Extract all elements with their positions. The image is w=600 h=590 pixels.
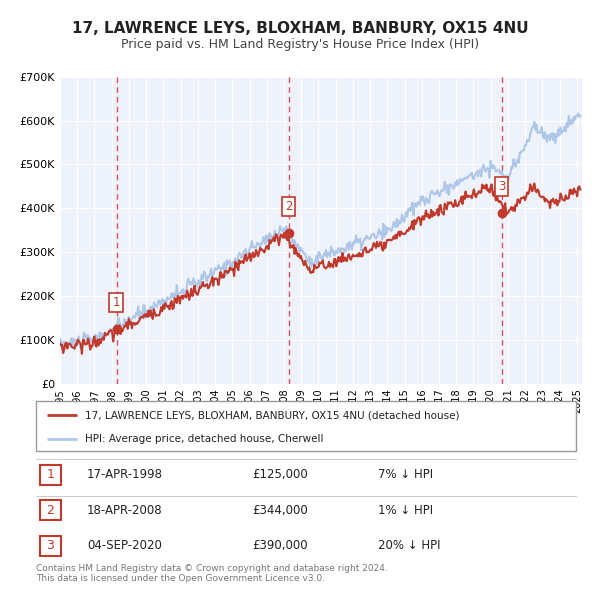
- FancyBboxPatch shape: [40, 500, 61, 520]
- Text: 1% ↓ HPI: 1% ↓ HPI: [378, 504, 433, 517]
- Text: 2: 2: [284, 200, 292, 213]
- Text: 17-APR-1998: 17-APR-1998: [87, 468, 163, 481]
- Text: 7% ↓ HPI: 7% ↓ HPI: [378, 468, 433, 481]
- Text: £390,000: £390,000: [252, 539, 308, 552]
- Text: 1: 1: [112, 296, 120, 309]
- FancyBboxPatch shape: [36, 401, 576, 451]
- Text: Contains HM Land Registry data © Crown copyright and database right 2024.
This d: Contains HM Land Registry data © Crown c…: [36, 563, 388, 583]
- Text: 20% ↓ HPI: 20% ↓ HPI: [378, 539, 440, 552]
- Text: 1: 1: [46, 468, 55, 481]
- Text: 2: 2: [46, 504, 55, 517]
- Text: Price paid vs. HM Land Registry's House Price Index (HPI): Price paid vs. HM Land Registry's House …: [121, 38, 479, 51]
- FancyBboxPatch shape: [40, 536, 61, 556]
- Text: 3: 3: [498, 180, 505, 193]
- Text: £125,000: £125,000: [252, 468, 308, 481]
- Text: 17, LAWRENCE LEYS, BLOXHAM, BANBURY, OX15 4NU (detached house): 17, LAWRENCE LEYS, BLOXHAM, BANBURY, OX1…: [85, 410, 459, 420]
- Text: 18-APR-2008: 18-APR-2008: [87, 504, 163, 517]
- Text: HPI: Average price, detached house, Cherwell: HPI: Average price, detached house, Cher…: [85, 434, 323, 444]
- Text: £344,000: £344,000: [252, 504, 308, 517]
- Text: 04-SEP-2020: 04-SEP-2020: [87, 539, 162, 552]
- Text: 17, LAWRENCE LEYS, BLOXHAM, BANBURY, OX15 4NU: 17, LAWRENCE LEYS, BLOXHAM, BANBURY, OX1…: [71, 21, 529, 35]
- FancyBboxPatch shape: [40, 465, 61, 485]
- Text: 3: 3: [46, 539, 55, 552]
